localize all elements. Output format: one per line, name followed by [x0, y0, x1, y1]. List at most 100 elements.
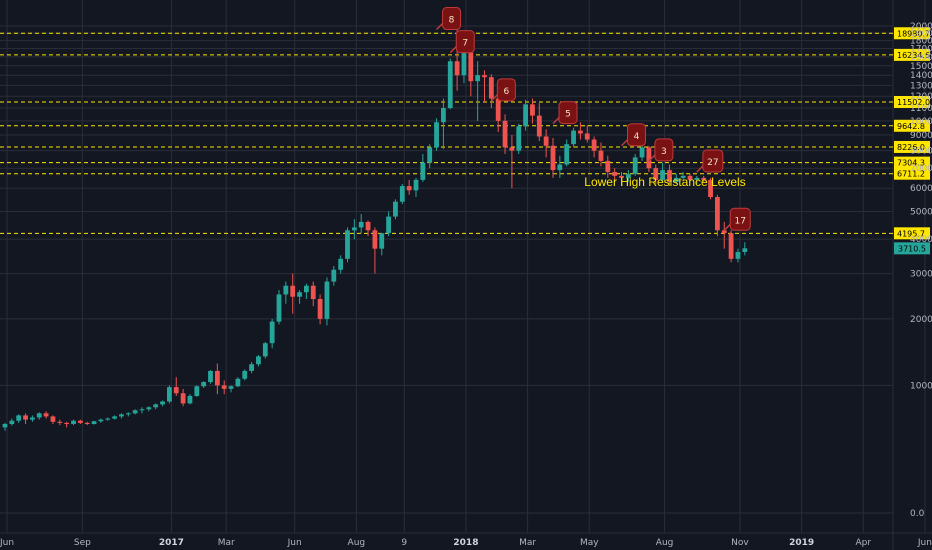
candle-body: [91, 421, 97, 424]
candle-body: [30, 417, 35, 420]
candle-body: [249, 364, 254, 371]
candle-body: [619, 175, 624, 178]
candle-body: [98, 419, 104, 422]
candle-body: [112, 416, 117, 419]
marker-badge: [702, 149, 724, 173]
x-tick-label: Aug: [656, 538, 674, 548]
candle-body: [502, 120, 508, 148]
candle-body: [214, 370, 220, 386]
candle-body: [721, 230, 727, 234]
y-tick-label: 0.0: [910, 509, 925, 519]
candle-body: [420, 162, 426, 180]
x-tick-label: Aug: [348, 538, 366, 548]
x-tick-label: 2017: [159, 538, 184, 548]
x-tick-label: Mar: [218, 538, 235, 548]
y-tick-label: 10000.0: [910, 117, 932, 127]
y-tick-label: 9000.0: [910, 131, 932, 141]
y-tick-label: 2000.0: [910, 315, 932, 325]
y-tick-label: 12000.0: [910, 92, 932, 102]
resistance-level-label: 18980.7: [897, 29, 930, 38]
resistance-level-label: 9642.8: [897, 122, 925, 131]
candle-body: [153, 404, 159, 408]
y-tick-label: 5000.0: [910, 207, 932, 217]
time-axis[interactable]: Jun Sep 2017 Mar Jun Aug 9 2018 Mar May Aug Nov 2019…: [0, 538, 932, 548]
candle-body: [365, 221, 371, 231]
candle-body: [208, 370, 213, 383]
candle-body: [372, 230, 378, 249]
resistance-level-badge: [894, 167, 930, 180]
candle-body: [351, 227, 357, 231]
candle-body: [64, 422, 70, 424]
candle-body: [16, 415, 22, 421]
candle-body: [331, 269, 337, 282]
candle-body: [578, 130, 583, 134]
candle-body: [632, 157, 638, 174]
resistance-level-badge: [894, 156, 930, 169]
candle-body: [482, 75, 487, 78]
candle-body: [2, 423, 8, 428]
candle-body: [625, 173, 631, 178]
candle-body: [584, 133, 590, 140]
x-tick-label: Jun: [0, 538, 14, 548]
candle-body: [84, 422, 90, 424]
candle-body: [571, 130, 576, 145]
marker-label: 7: [462, 39, 468, 49]
y-tick-label: 7000.0: [910, 164, 932, 174]
candle-body: [290, 285, 296, 297]
x-tick-label: 2018: [453, 538, 478, 548]
candle-body: [235, 378, 241, 387]
candle-body: [23, 415, 28, 420]
candle-body: [406, 186, 412, 191]
candle-body: [297, 292, 302, 297]
x-tick-label: Jun: [917, 538, 932, 548]
candle-body: [386, 216, 391, 234]
candle-body: [591, 139, 597, 151]
candles: [2, 28, 748, 431]
candle-body: [598, 150, 604, 161]
y-tick-label: 8000.0: [910, 147, 932, 157]
candle-body: [660, 170, 665, 180]
candle-body: [441, 108, 446, 123]
marker-label: 5: [565, 110, 571, 120]
candle-body: [639, 147, 645, 158]
candle-body: [495, 98, 501, 121]
candle-body: [728, 233, 734, 259]
y-tick-label: 18000.0: [910, 37, 932, 47]
candle-body: [358, 221, 364, 228]
candle-body: [201, 382, 207, 387]
resistance-level-badge: [894, 27, 930, 40]
candle-body: [612, 171, 618, 176]
candle-body: [509, 147, 515, 151]
candle-body: [36, 413, 42, 418]
candle-body: [434, 122, 439, 148]
candle-body: [228, 386, 234, 389]
resistance-level-label: 7304.3: [897, 159, 925, 168]
candle-body: [276, 294, 282, 322]
price-axis[interactable]: 0.0 1000.0 2000.0 3000.0 4000.0 5000.0 6000.0 7…: [910, 22, 932, 519]
resistance-level-badge: [894, 48, 930, 61]
resistance-level-badge: [894, 140, 930, 153]
resistance-level-badge: [894, 119, 930, 132]
candle-body: [77, 420, 83, 423]
y-tick-label: 19000.0: [910, 29, 932, 39]
candle-body: [646, 147, 652, 169]
current-price-label: 3710.5: [898, 244, 926, 253]
marker-badge: [442, 7, 462, 31]
candle-body: [701, 177, 707, 180]
x-tick-label: Mar: [519, 538, 536, 548]
candle-body: [50, 416, 56, 422]
candle-body: [536, 115, 542, 137]
marker-label: 17: [735, 216, 746, 226]
marker-badge: [654, 138, 674, 162]
candle-body: [9, 420, 15, 424]
y-tick-label: 14000.0: [910, 71, 932, 81]
candle-body: [543, 136, 549, 146]
y-tick-label: 17000.0: [910, 45, 932, 55]
y-tick-label: 11000.0: [910, 104, 932, 114]
candle-body: [139, 409, 145, 411]
marker-label: 8: [449, 16, 455, 26]
resistance-levels: 18980.7 16234.6 11502.0 9642.8 8226.0 7304.3 6…: [0, 27, 930, 240]
y-tick-label: 15000.0: [910, 62, 932, 72]
x-tick-label: 2019: [789, 538, 814, 548]
